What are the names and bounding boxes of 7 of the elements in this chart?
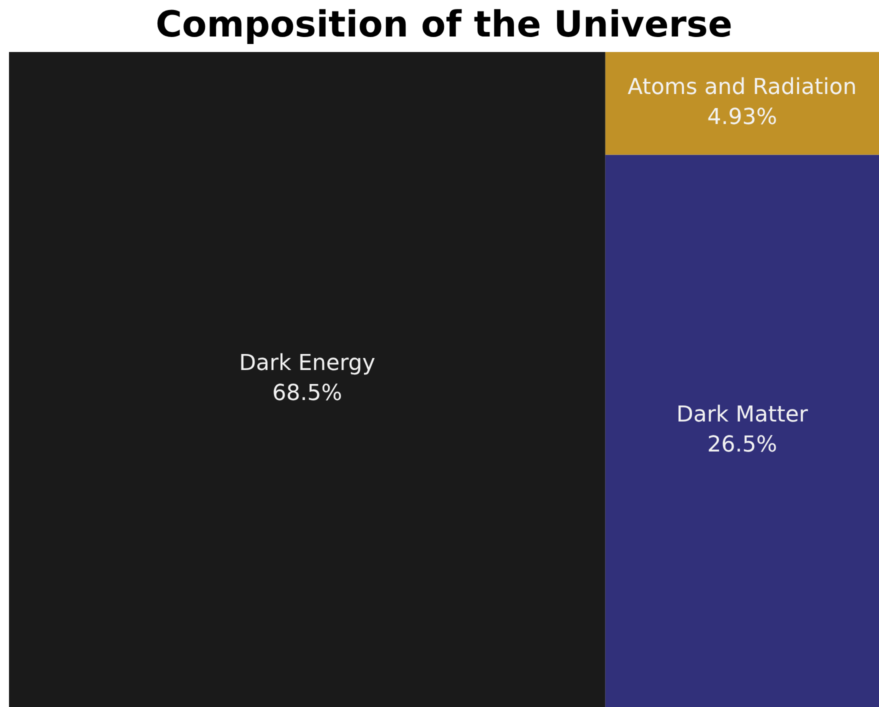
category-label: Dark Energy <box>239 351 376 376</box>
data-label: 4.93% <box>707 105 778 130</box>
data-label: 26.5% <box>707 432 778 458</box>
category-label: Atoms and Radiation <box>628 75 857 100</box>
data-label: 68.5% <box>272 381 342 406</box>
category-label: Dark Matter <box>676 402 809 428</box>
text: Composition of the Universe <box>156 4 732 46</box>
